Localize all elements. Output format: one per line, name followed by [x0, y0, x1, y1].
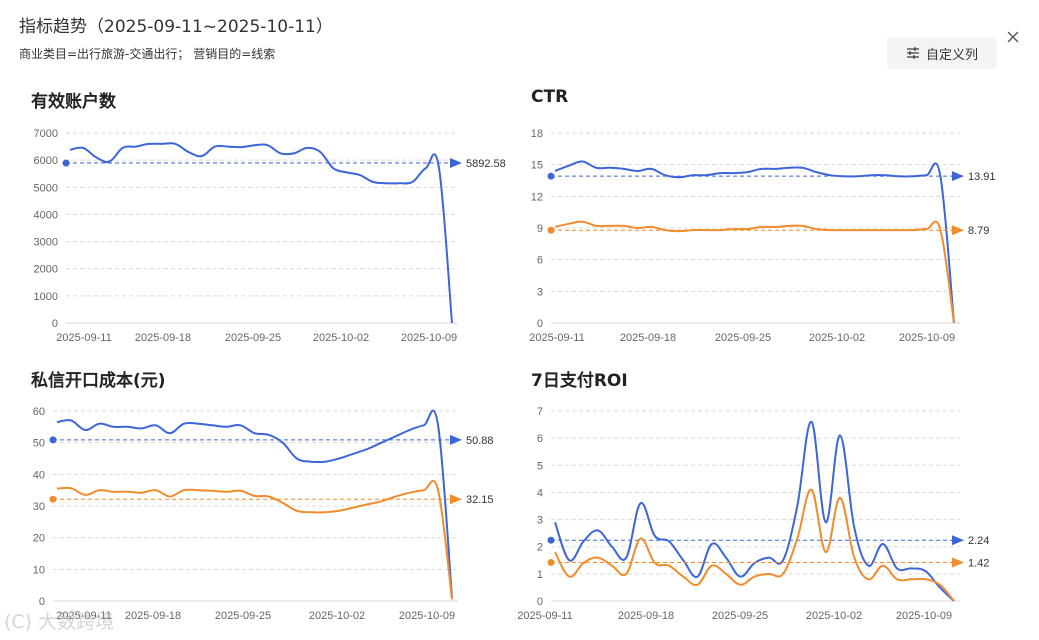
- series-line: [554, 488, 955, 602]
- custom-columns-button[interactable]: 自定义列: [887, 37, 997, 69]
- page-title: 指标趋势（2025-09-11~2025-10-11）: [19, 17, 333, 37]
- chart-title-accounts: 有效账户数: [31, 92, 116, 112]
- average-start-dot: [49, 436, 57, 444]
- chart-title-roi: 7日支付ROI: [531, 371, 628, 391]
- x-tick-label: 2025-09-18: [135, 332, 191, 344]
- average-label: 13.91: [968, 171, 996, 183]
- sliders-icon: [906, 47, 919, 59]
- average-start-dot: [547, 226, 555, 234]
- y-tick-label: 6: [537, 255, 543, 267]
- x-tick-label: 2025-09-11: [529, 332, 584, 344]
- watermark: (C) 大数跨境: [4, 611, 115, 633]
- average-arrow: [952, 171, 964, 182]
- series-line: [56, 479, 453, 600]
- average-label: 5892.58: [466, 158, 506, 170]
- average-start-dot: [547, 536, 555, 544]
- x-tick-label: 2025-10-02: [309, 610, 365, 622]
- average-label: 50.88: [466, 435, 494, 447]
- x-tick-label: 2025-09-25: [715, 332, 771, 344]
- y-tick-label: 0: [39, 596, 45, 608]
- average-label: 8.79: [968, 225, 989, 237]
- y-tick-label: 1000: [34, 291, 58, 303]
- close-icon[interactable]: [1004, 28, 1022, 46]
- x-tick-label: 2025-10-09: [399, 610, 455, 622]
- y-tick-label: 4000: [34, 209, 58, 221]
- series-line: [554, 420, 955, 602]
- x-tick-label: 2025-09-25: [215, 610, 271, 622]
- series-line: [56, 409, 453, 598]
- average-start-dot: [547, 558, 555, 566]
- y-tick-label: 18: [531, 128, 543, 140]
- average-start-dot: [547, 172, 555, 180]
- y-tick-label: 0: [537, 318, 543, 330]
- x-tick-label: 2025-10-02: [313, 332, 369, 344]
- x-tick-label: 2025-10-09: [896, 610, 952, 622]
- y-tick-label: 6000: [34, 155, 58, 167]
- y-tick-label: 12: [531, 191, 543, 203]
- x-tick-label: 2025-09-11: [517, 610, 572, 622]
- y-tick-label: 3000: [34, 237, 58, 249]
- x-tick-label: 2025-09-25: [712, 610, 768, 622]
- y-tick-label: 50: [33, 438, 45, 450]
- y-tick-label: 7000: [34, 128, 58, 140]
- filter-summary: 商业类目=出行旅游-交通出行； 营销目的=线索: [19, 47, 276, 61]
- y-tick-label: 40: [33, 469, 45, 481]
- average-label: 1.42: [968, 557, 989, 569]
- x-tick-label: 2025-09-11: [56, 332, 111, 344]
- x-tick-label: 2025-09-25: [225, 332, 281, 344]
- y-tick-label: 5000: [34, 182, 58, 194]
- x-tick-label: 2025-10-09: [401, 332, 457, 344]
- y-tick-label: 2: [537, 542, 543, 554]
- y-tick-label: 15: [531, 160, 543, 172]
- average-arrow: [450, 434, 462, 445]
- average-arrow: [952, 225, 964, 236]
- x-tick-label: 2025-09-18: [618, 610, 674, 622]
- y-tick-label: 20: [33, 533, 45, 545]
- y-tick-label: 5: [537, 460, 543, 472]
- y-tick-label: 2000: [34, 264, 58, 276]
- y-tick-label: 0: [537, 596, 543, 608]
- average-start-dot: [62, 159, 70, 167]
- y-tick-label: 7: [537, 406, 543, 418]
- y-tick-label: 6: [537, 433, 543, 445]
- y-tick-label: 3: [537, 286, 543, 298]
- y-tick-label: 1: [537, 569, 543, 581]
- chart-title-ctr: CTR: [531, 87, 569, 107]
- average-arrow: [450, 158, 462, 169]
- x-tick-label: 2025-09-18: [125, 610, 181, 622]
- custom-columns-label: 自定义列: [925, 47, 978, 63]
- header: 指标趋势（2025-09-11~2025-10-11） 商业类目=出行旅游-交通…: [0, 0, 1039, 80]
- y-tick-label: 10: [33, 564, 45, 576]
- average-start-dot: [49, 495, 57, 503]
- average-arrow: [450, 494, 462, 505]
- y-tick-label: 9: [537, 223, 543, 235]
- average-label: 32.15: [466, 494, 494, 506]
- y-tick-label: 60: [33, 406, 45, 418]
- x-tick-label: 2025-09-18: [620, 332, 676, 344]
- average-arrow: [952, 557, 964, 568]
- y-tick-label: 0: [52, 318, 58, 330]
- series-line: [554, 160, 955, 324]
- chart-title-cost: 私信开口成本(元): [31, 371, 166, 391]
- y-tick-label: 30: [33, 501, 45, 513]
- x-tick-label: 2025-10-02: [809, 332, 865, 344]
- average-arrow: [952, 535, 964, 546]
- y-tick-label: 4: [537, 487, 543, 499]
- average-label: 2.24: [968, 535, 989, 547]
- x-tick-label: 2025-09-11: [56, 610, 111, 622]
- x-tick-label: 2025-10-09: [899, 332, 955, 344]
- y-tick-label: 3: [537, 515, 543, 527]
- series-line: [69, 142, 453, 324]
- x-tick-label: 2025-10-02: [806, 610, 862, 622]
